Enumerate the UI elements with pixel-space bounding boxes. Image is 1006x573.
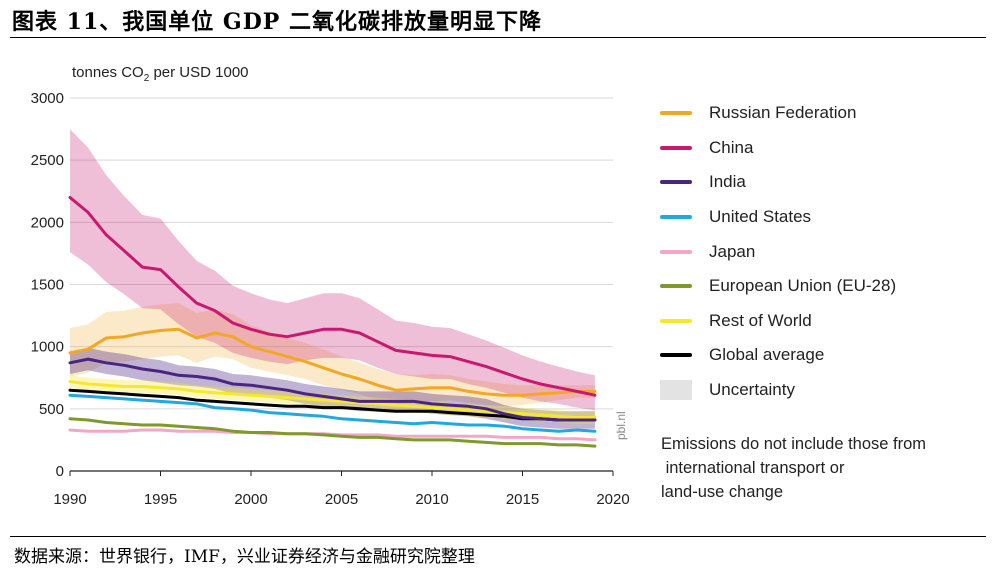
legend-label: Uncertainty bbox=[709, 380, 795, 400]
legend-label: Japan bbox=[709, 241, 756, 261]
source-note: 数据来源：世界银行，IMF，兴业证券经济与金融研究院整理 bbox=[14, 547, 475, 567]
legend-item: Uncertainty bbox=[660, 373, 990, 408]
top-rule bbox=[10, 37, 986, 38]
y-unit-prefix: tonnes CO bbox=[72, 64, 144, 81]
legend-label: European Union (EU-28) bbox=[709, 276, 897, 296]
legend-swatch bbox=[660, 111, 692, 116]
series-line-india bbox=[68, 357, 597, 422]
legend-swatch bbox=[660, 318, 692, 323]
watermark-text: pbl.nl bbox=[614, 411, 628, 440]
series-line-global-average bbox=[68, 388, 597, 422]
y-unit-suffix: per USD 1000 bbox=[149, 64, 249, 81]
legend-swatch bbox=[660, 284, 692, 289]
bottom-rule bbox=[10, 536, 986, 537]
chart-note: Emissions do not include those from inte… bbox=[661, 432, 926, 504]
y-tick-label: 1000 bbox=[31, 339, 64, 356]
note-line: land-use change bbox=[661, 483, 784, 501]
note-line: Emissions do not include those from bbox=[661, 435, 927, 453]
legend-item: China bbox=[660, 131, 990, 166]
note-line: international transport or bbox=[661, 459, 845, 477]
x-tick-label: 2010 bbox=[415, 491, 448, 508]
y-axis-unit-label: tonnes CO2 per USD 1000 bbox=[72, 64, 249, 84]
legend-label: China bbox=[709, 137, 754, 157]
x-tick-label: 2000 bbox=[234, 491, 267, 508]
legend-item: India bbox=[660, 165, 990, 200]
page-title: 图表 11、我国单位 GDP 二氧化碳排放量明显下降 bbox=[12, 9, 543, 35]
legend-label: Global average bbox=[709, 345, 825, 365]
legend-item: Rest of World bbox=[660, 304, 990, 339]
series-line-european-union-eu-28 bbox=[68, 417, 597, 448]
x-tick-label: 2005 bbox=[325, 491, 358, 508]
legend-label: India bbox=[709, 172, 746, 192]
legend-item: Global average bbox=[660, 338, 990, 373]
legend-label: Russian Federation bbox=[709, 103, 857, 123]
y-tick-label: 2500 bbox=[31, 152, 64, 169]
legend-swatch bbox=[660, 145, 692, 150]
x-tick-label: 2015 bbox=[506, 491, 539, 508]
series-line-russian-federation bbox=[68, 327, 597, 397]
x-tick-label: 1990 bbox=[53, 491, 86, 508]
legend-label: United States bbox=[709, 207, 812, 227]
y-unit-subscript: 2 bbox=[143, 73, 150, 84]
chart-legend: Russian Federation China India United State… bbox=[660, 96, 990, 407]
y-tick-label: 3000 bbox=[31, 90, 64, 107]
x-tick-label: 2020 bbox=[596, 491, 629, 508]
legend-item: European Union (EU-28) bbox=[660, 269, 990, 304]
uncertainty-band-china bbox=[70, 129, 595, 411]
uncertainty-band-russian-federation bbox=[70, 303, 595, 407]
y-tick-label: 500 bbox=[39, 401, 64, 418]
legend-swatch bbox=[660, 249, 692, 254]
x-tick-label: 1995 bbox=[144, 491, 177, 508]
legend-item: United States bbox=[660, 200, 990, 235]
series-line-china bbox=[68, 196, 597, 397]
legend-swatch bbox=[660, 180, 692, 185]
legend-swatch bbox=[660, 353, 692, 358]
legend-swatch bbox=[660, 215, 692, 220]
legend-item: Russian Federation bbox=[660, 96, 990, 131]
y-tick-label: 1500 bbox=[31, 277, 64, 294]
legend-item: Japan bbox=[660, 234, 990, 269]
y-tick-label: 0 bbox=[56, 463, 64, 480]
series-line-rest-of-world bbox=[68, 380, 597, 419]
legend-swatch bbox=[660, 380, 692, 401]
series-line-united-states bbox=[68, 393, 597, 433]
y-tick-label: 2000 bbox=[31, 214, 64, 231]
legend-label: Rest of World bbox=[709, 310, 812, 330]
